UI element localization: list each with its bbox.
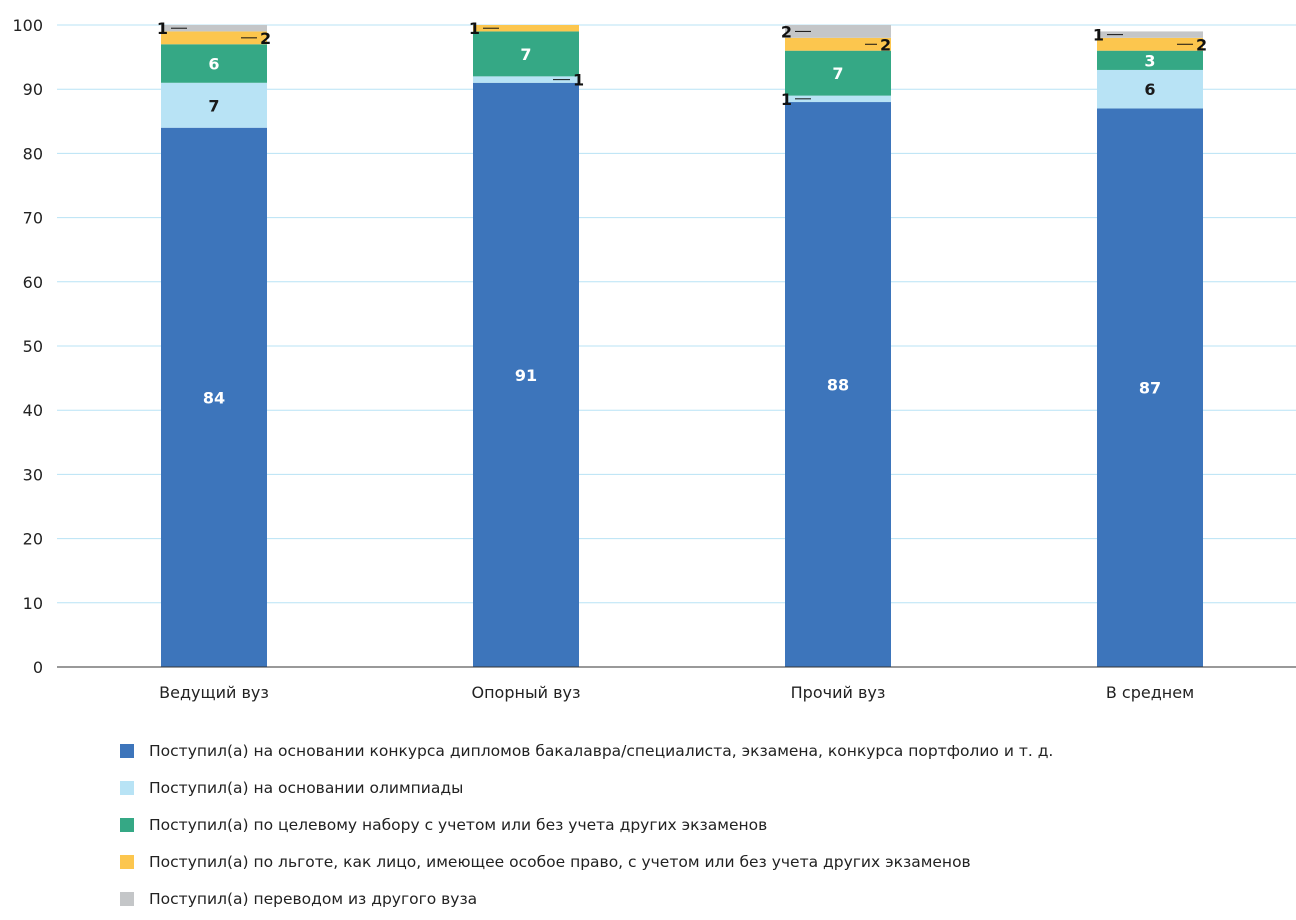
data-label: 87	[1139, 379, 1161, 398]
data-label: 7	[832, 64, 843, 83]
legend-label: Поступил(а) переводом из другого вуза	[149, 890, 477, 908]
data-label: 88	[827, 376, 849, 395]
data-label: 2	[781, 22, 792, 41]
legend-swatch	[120, 855, 134, 869]
data-labels: 84 7 6 2 1 91 1 7 1 88 1 7 2 2 87 6 3 2 1	[157, 19, 1207, 407]
legend-swatch	[120, 818, 134, 832]
legend-item: Поступил(а) по целевому набору с учетом …	[120, 806, 1053, 843]
y-tick-label: 100	[12, 16, 43, 35]
legend-swatch	[120, 892, 134, 906]
y-axis: 0 10 20 30 40 50 60 70 80 90 100	[12, 16, 43, 677]
x-tick-label: Прочий вуз	[791, 683, 886, 702]
data-label: 1	[1093, 26, 1104, 45]
x-tick-label: В среднем	[1106, 683, 1194, 702]
y-tick-label: 70	[23, 209, 43, 228]
legend-label: Поступил(а) на основании конкурса диплом…	[149, 742, 1053, 760]
legend-label: Поступил(а) по льготе, как лицо, имеющее…	[149, 853, 971, 871]
legend-item: Поступил(а) на основании конкурса диплом…	[120, 732, 1053, 769]
x-axis: Ведущий вуз Опорный вуз Прочий вуз В средне…	[57, 667, 1296, 702]
data-label: 3	[1144, 51, 1155, 70]
data-label: 6	[1144, 80, 1155, 99]
legend-item: Поступил(а) переводом из другого вуза	[120, 880, 1053, 917]
stacked-bar-chart: 0 10 20 30 40 50 60 70 80 90 100 84 7 6 2 1 91 1 7 1 88 1 7 2 2…	[0, 0, 1296, 720]
x-tick-label: Ведущий вуз	[159, 683, 269, 702]
y-tick-label: 40	[23, 401, 43, 420]
y-tick-label: 60	[23, 273, 43, 292]
y-tick-label: 90	[23, 80, 43, 99]
data-label: 2	[260, 29, 271, 48]
y-tick-label: 10	[23, 594, 43, 613]
data-label: 2	[1196, 35, 1207, 54]
y-tick-label: 0	[33, 658, 43, 677]
data-label: 91	[515, 366, 537, 385]
y-tick-label: 20	[23, 530, 43, 549]
y-tick-label: 80	[23, 144, 43, 163]
data-label: 1	[781, 90, 792, 109]
legend-item: Поступил(а) на основании олимпиады	[120, 769, 1053, 806]
data-label: 1	[469, 19, 480, 38]
data-label: 7	[208, 96, 219, 115]
x-tick-label: Опорный вуз	[472, 683, 581, 702]
legend-swatch	[120, 781, 134, 795]
data-label: 84	[203, 388, 225, 407]
data-label: 1	[573, 71, 584, 90]
legend: Поступил(а) на основании конкурса диплом…	[120, 732, 1053, 917]
data-label: 1	[157, 19, 168, 38]
legend-label: Поступил(а) по целевому набору с учетом …	[149, 816, 767, 834]
legend-item: Поступил(а) по льготе, как лицо, имеющее…	[120, 843, 1053, 880]
data-label: 6	[208, 55, 219, 74]
y-tick-label: 50	[23, 337, 43, 356]
legend-label: Поступил(а) на основании олимпиады	[149, 779, 463, 797]
legend-swatch	[120, 744, 134, 758]
data-label: 2	[880, 35, 891, 54]
data-label: 7	[520, 45, 531, 64]
y-tick-label: 30	[23, 465, 43, 484]
